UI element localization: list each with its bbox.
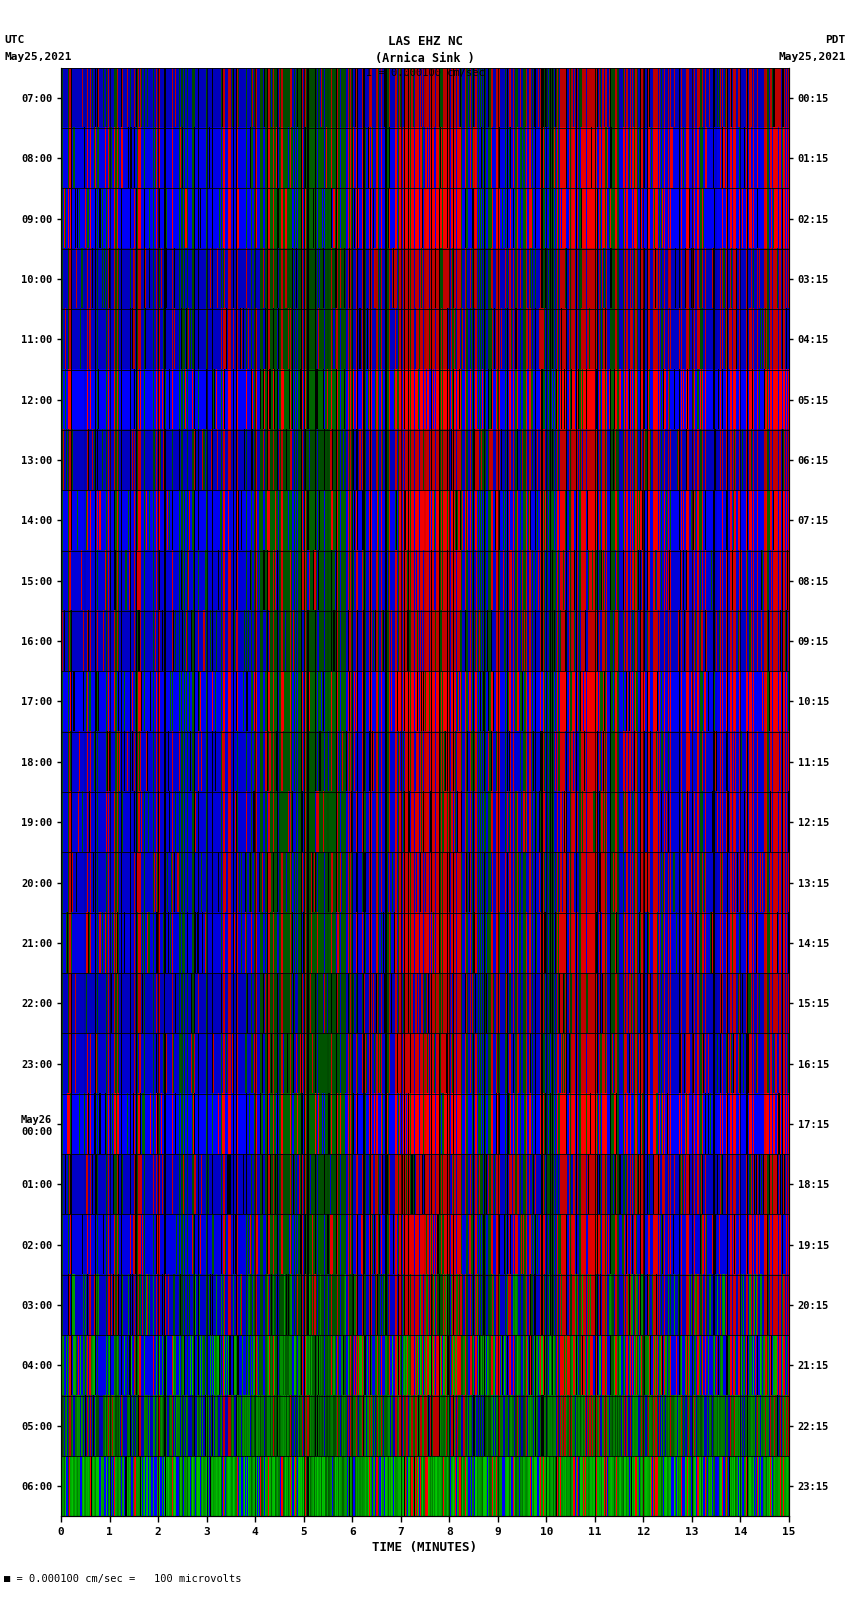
X-axis label: TIME (MINUTES): TIME (MINUTES) <box>372 1540 478 1553</box>
Text: May25,2021: May25,2021 <box>779 52 846 61</box>
Text: ■ = 0.000100 cm/sec =   100 microvolts: ■ = 0.000100 cm/sec = 100 microvolts <box>4 1574 241 1584</box>
Text: UTC: UTC <box>4 35 25 45</box>
Text: I = 0.000100 cm/sec: I = 0.000100 cm/sec <box>366 68 484 77</box>
Text: May25,2021: May25,2021 <box>4 52 71 61</box>
Text: LAS EHZ NC: LAS EHZ NC <box>388 35 462 48</box>
Text: (Arnica Sink ): (Arnica Sink ) <box>375 52 475 65</box>
Text: PDT: PDT <box>825 35 846 45</box>
